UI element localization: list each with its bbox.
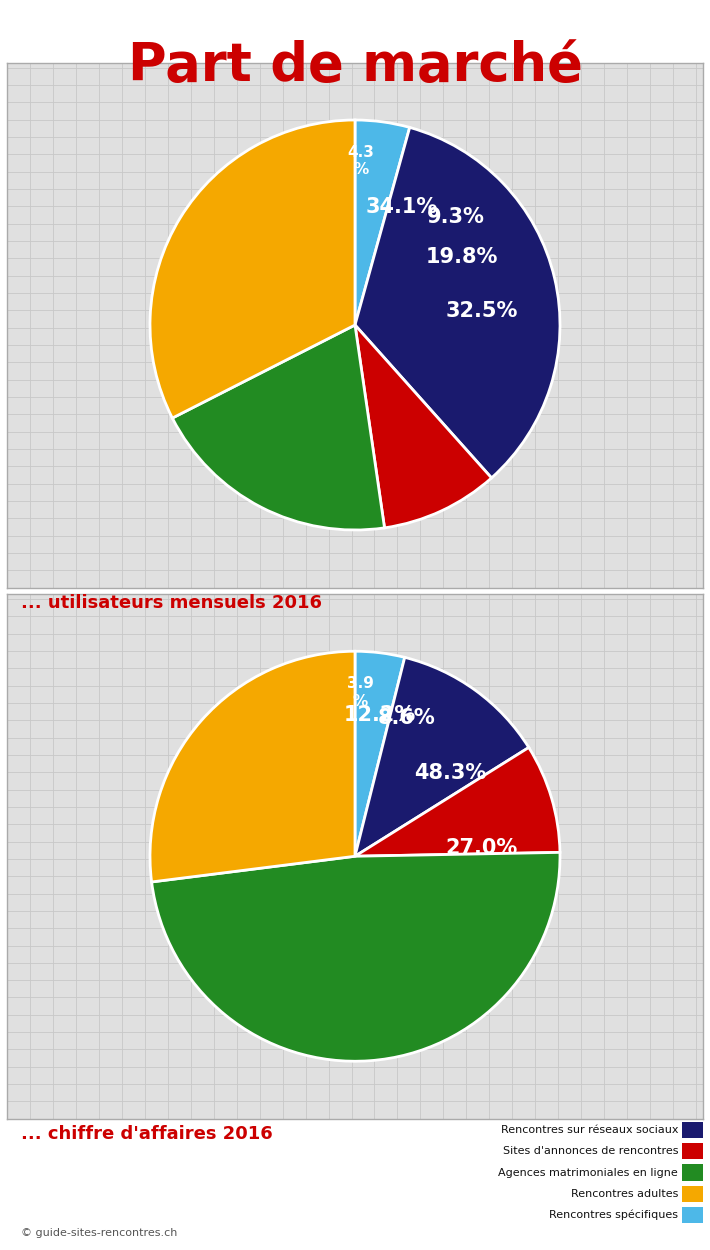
Text: 8.6%: 8.6% <box>378 707 435 727</box>
Text: ... chiffre d'affaires 2016: ... chiffre d'affaires 2016 <box>21 1125 273 1142</box>
Wedge shape <box>355 127 560 478</box>
Wedge shape <box>355 651 405 856</box>
Text: 12.2%: 12.2% <box>344 705 416 725</box>
Text: © guide-sites-rencontres.ch: © guide-sites-rencontres.ch <box>21 1228 178 1238</box>
Wedge shape <box>355 120 410 325</box>
Text: Rencontres adultes: Rencontres adultes <box>571 1189 678 1199</box>
Wedge shape <box>355 748 560 856</box>
Wedge shape <box>173 325 385 530</box>
Text: 3.9
%: 3.9 % <box>347 676 374 709</box>
Wedge shape <box>150 651 355 882</box>
Text: ... utilisateurs mensuels 2016: ... utilisateurs mensuels 2016 <box>21 594 322 611</box>
Wedge shape <box>152 853 560 1061</box>
Wedge shape <box>355 658 529 856</box>
Text: Part de marché: Part de marché <box>128 40 582 92</box>
Text: 4.3
%: 4.3 % <box>348 145 375 177</box>
Text: 32.5%: 32.5% <box>445 301 518 321</box>
Text: Rencontres spécifiques: Rencontres spécifiques <box>549 1210 678 1220</box>
Text: 34.1%: 34.1% <box>365 196 437 216</box>
Text: 27.0%: 27.0% <box>446 839 518 859</box>
Wedge shape <box>150 120 355 418</box>
Text: Agences matrimoniales en ligne: Agences matrimoniales en ligne <box>498 1168 678 1177</box>
Text: 48.3%: 48.3% <box>415 762 487 782</box>
Text: Sites d'annonces de rencontres: Sites d'annonces de rencontres <box>503 1146 678 1156</box>
Wedge shape <box>355 325 491 528</box>
Text: 19.8%: 19.8% <box>426 248 498 268</box>
Text: 9.3%: 9.3% <box>427 208 485 227</box>
Text: Rencontres sur réseaux sociaux: Rencontres sur réseaux sociaux <box>501 1125 678 1135</box>
